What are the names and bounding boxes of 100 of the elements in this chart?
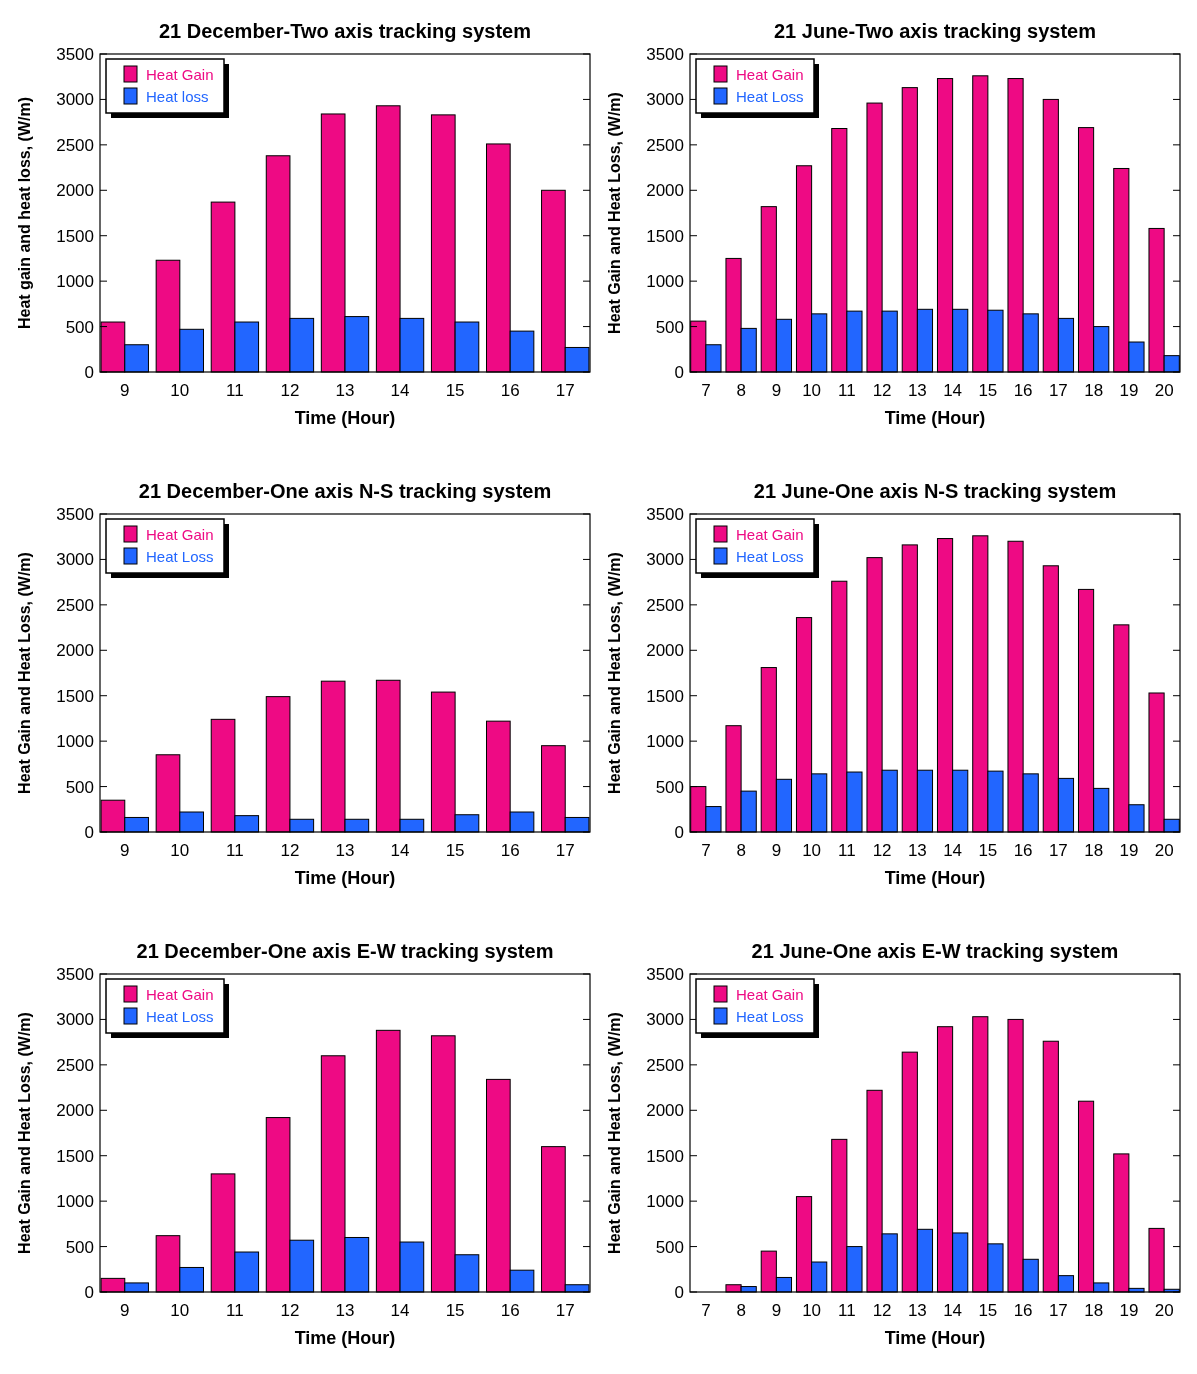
y-tick-label: 1000 bbox=[56, 1192, 94, 1212]
chart-title: 21 December-Two axis tracking system bbox=[158, 20, 532, 42]
y-tick-label: 2000 bbox=[646, 641, 684, 661]
x-tick-label: 10 bbox=[170, 381, 190, 400]
x-tick-label: 16 bbox=[500, 841, 520, 860]
y-tick-label: 2500 bbox=[56, 1055, 94, 1075]
y-axis-title: Heat Gain and Heat Loss, (W/m) bbox=[606, 552, 623, 794]
y-tick-label: 1000 bbox=[646, 732, 684, 752]
x-tick-label: 14 bbox=[943, 841, 963, 860]
y-tick-label: 3000 bbox=[646, 1010, 684, 1030]
x-tick-label: 18 bbox=[1084, 1301, 1104, 1320]
legend-label: Heat Loss bbox=[146, 1008, 214, 1025]
x-tick-label: 14 bbox=[390, 381, 410, 400]
chart-title: 21 December-One axis E-W tracking system bbox=[136, 940, 554, 962]
x-tick-label: 12 bbox=[280, 841, 300, 860]
legend-label: Heat Gain bbox=[146, 526, 214, 543]
y-tick-label: 2500 bbox=[646, 135, 684, 155]
x-tick-label: 10 bbox=[170, 1301, 190, 1320]
y-axis-title: Heat gain and heat loss, (W/m) bbox=[16, 96, 33, 330]
y-axis-title: Heat Gain and Heat Loss, (W/m) bbox=[606, 92, 623, 334]
y-tick-label: 1500 bbox=[56, 686, 94, 706]
x-tick-label: 20 bbox=[1154, 841, 1174, 860]
y-tick-label: 1000 bbox=[646, 272, 684, 292]
y-tick-label: 0 bbox=[674, 822, 684, 842]
y-tick-label: 2000 bbox=[646, 1101, 684, 1121]
x-tick-label: 8 bbox=[736, 1301, 746, 1320]
x-tick-label: 10 bbox=[802, 1301, 822, 1320]
x-tick-label: 15 bbox=[445, 381, 465, 400]
x-tick-label: 16 bbox=[1013, 381, 1033, 400]
x-tick-label: 17 bbox=[1048, 381, 1068, 400]
x-tick-label: 9 bbox=[771, 381, 782, 400]
y-tick-label: 1500 bbox=[56, 226, 94, 246]
y-tick-label: 0 bbox=[84, 362, 94, 382]
y-tick-label: 1500 bbox=[646, 226, 684, 246]
x-tick-label: 12 bbox=[872, 381, 892, 400]
y-tick-label: 2000 bbox=[56, 1101, 94, 1121]
x-tick-label: 19 bbox=[1119, 841, 1139, 860]
x-tick-label: 20 bbox=[1154, 381, 1174, 400]
x-tick-label: 9 bbox=[120, 381, 130, 400]
x-tick-label: 11 bbox=[838, 1301, 856, 1320]
y-tick-label: 1000 bbox=[646, 1192, 684, 1212]
legend-label: Heat Gain bbox=[736, 66, 804, 83]
x-tick-label: 11 bbox=[838, 381, 856, 400]
y-tick-label: 500 bbox=[655, 777, 684, 797]
y-tick-label: 2000 bbox=[56, 641, 94, 661]
y-tick-label: 3000 bbox=[56, 1010, 94, 1030]
x-tick-label: 10 bbox=[170, 841, 190, 860]
x-tick-label: 8 bbox=[736, 841, 746, 860]
x-tick-label: 9 bbox=[120, 1301, 130, 1320]
chart-title: 21 June-Two axis tracking system bbox=[774, 20, 1096, 42]
x-axis-title: Time (Hour) bbox=[294, 1328, 396, 1348]
x-tick-label: 16 bbox=[1013, 841, 1033, 860]
x-tick-label: 13 bbox=[907, 1301, 927, 1320]
x-tick-label: 7 bbox=[701, 1301, 711, 1320]
x-axis-title: Time (Hour) bbox=[884, 408, 986, 428]
x-tick-label: 11 bbox=[226, 1301, 244, 1320]
y-tick-label: 3500 bbox=[646, 44, 684, 64]
y-axis-title: Heat Gain and Heat Loss, (W/m) bbox=[606, 1012, 623, 1254]
x-tick-label: 14 bbox=[390, 841, 410, 860]
legend-label: Heat Loss bbox=[736, 1008, 804, 1025]
x-tick-label: 15 bbox=[978, 381, 998, 400]
x-tick-label: 16 bbox=[500, 381, 520, 400]
y-tick-label: 3500 bbox=[56, 504, 94, 524]
y-tick-label: 3500 bbox=[56, 44, 94, 64]
x-tick-label: 17 bbox=[555, 841, 575, 860]
x-tick-label: 17 bbox=[555, 1301, 575, 1320]
x-tick-label: 15 bbox=[445, 841, 465, 860]
x-axis-title: Time (Hour) bbox=[294, 408, 396, 428]
y-axis-title: Heat Gain and Heat Loss, (W/m) bbox=[16, 552, 33, 794]
y-tick-label: 1000 bbox=[56, 732, 94, 752]
x-tick-label: 16 bbox=[1013, 1301, 1033, 1320]
x-tick-label: 14 bbox=[390, 1301, 410, 1320]
y-tick-label: 3000 bbox=[646, 550, 684, 570]
x-tick-label: 17 bbox=[1048, 841, 1068, 860]
x-tick-label: 9 bbox=[771, 841, 782, 860]
y-tick-label: 500 bbox=[65, 1237, 94, 1257]
x-tick-label: 11 bbox=[226, 841, 244, 860]
chart-title: 21 June-One axis E-W tracking system bbox=[751, 940, 1119, 962]
y-axis-title: Heat Gain and Heat Loss, (W/m) bbox=[16, 1012, 33, 1254]
x-tick-label: 7 bbox=[701, 841, 711, 860]
y-tick-label: 2500 bbox=[646, 595, 684, 615]
x-tick-label: 8 bbox=[736, 381, 746, 400]
x-tick-label: 13 bbox=[335, 841, 355, 860]
x-axis-title: Time (Hour) bbox=[884, 868, 986, 888]
y-tick-label: 3000 bbox=[56, 550, 94, 570]
x-tick-label: 13 bbox=[907, 381, 927, 400]
x-tick-label: 15 bbox=[978, 1301, 998, 1320]
legend-label: Heat Gain bbox=[736, 986, 804, 1003]
legend-label: Heat Loss bbox=[736, 548, 804, 565]
x-tick-label: 16 bbox=[500, 1301, 520, 1320]
y-tick-label: 2500 bbox=[646, 1055, 684, 1075]
y-tick-label: 500 bbox=[65, 317, 94, 337]
x-tick-label: 7 bbox=[701, 381, 711, 400]
y-tick-label: 0 bbox=[674, 362, 684, 382]
y-tick-label: 2500 bbox=[56, 135, 94, 155]
x-tick-label: 19 bbox=[1119, 381, 1139, 400]
y-tick-label: 3500 bbox=[646, 504, 684, 524]
y-tick-label: 3000 bbox=[56, 90, 94, 110]
x-tick-label: 12 bbox=[280, 1301, 300, 1320]
x-tick-label: 17 bbox=[1048, 1301, 1068, 1320]
